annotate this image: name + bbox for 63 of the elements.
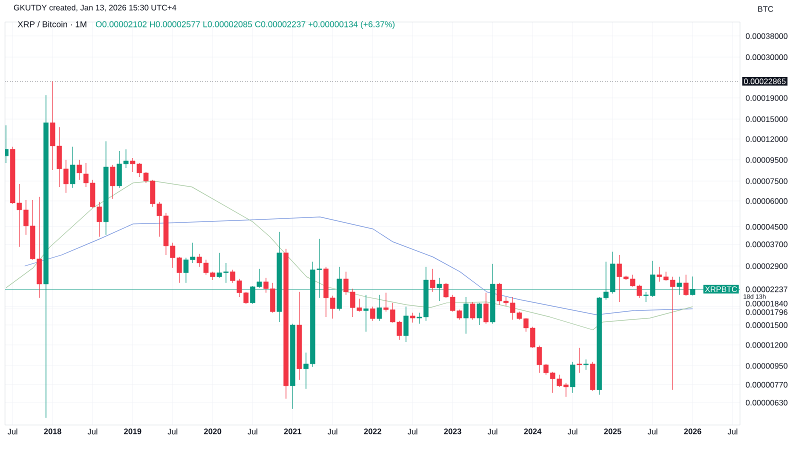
y-tick-label: 0.00002237	[746, 286, 788, 292]
y-tick-label: 0.00006000	[746, 198, 788, 204]
x-tick-label: Jul	[568, 428, 578, 434]
chart-title: XRP / Bitcoin · 1M	[18, 21, 86, 28]
ref-line-label: 0.00022865	[744, 78, 786, 84]
x-tick-label: Jul	[488, 428, 498, 434]
y-tick-label: 0.00001840	[746, 300, 788, 306]
line-series	[24, 216, 693, 316]
ref-line-label: XRPBTC	[705, 286, 737, 292]
candlestick	[583, 359, 589, 370]
y-tick-label: 0.00001796	[746, 309, 788, 315]
candlestick	[430, 268, 436, 292]
y-tick-label: 0.00019000	[746, 95, 788, 101]
y-tick-label: 0.00001200	[746, 342, 788, 348]
y-tick-label: 0.00000770	[746, 382, 788, 388]
candlestick	[376, 294, 382, 322]
y-tick-label: 0.00001500	[746, 322, 788, 328]
candlestick	[70, 146, 76, 188]
candlestick	[110, 164, 116, 200]
candlestick	[470, 302, 476, 320]
y-axis-title: BTC	[758, 6, 774, 12]
x-tick-label: Jul	[88, 428, 98, 434]
x-tick-label: 2026	[684, 428, 702, 434]
candlestick	[463, 296, 469, 334]
candlestick	[476, 302, 482, 326]
y-tick-label: 0.00007500	[746, 178, 788, 184]
x-tick-label: 2018	[44, 428, 62, 434]
chart-subtitle: O0.00002102 H0.00002577 L0.00002085 C0.00002237 +0.00000134 (+6.37%)	[96, 21, 395, 29]
y-tick-label: 0.00009500	[746, 157, 788, 163]
x-tick-label: Jul	[168, 428, 178, 434]
y-tick-label: 0.00002900	[746, 263, 788, 269]
candlestick	[410, 312, 416, 323]
x-tick-label: 2025	[604, 428, 622, 434]
y-tick-label: 0.00015000	[746, 116, 788, 122]
y-tick-label: 0.00004500	[746, 224, 788, 230]
y-tick-label: 0.00000630	[746, 400, 788, 406]
y-tick-label: 0.00003700	[746, 242, 788, 248]
y-tick-label: 0.00030000	[746, 54, 788, 60]
candlestick	[370, 306, 376, 322]
line-series	[6, 180, 693, 330]
x-tick-label: Jul	[248, 428, 258, 434]
candlestick	[76, 160, 82, 180]
x-tick-label: 2021	[284, 428, 302, 434]
x-tick-label: Jul	[648, 428, 658, 434]
candlestick	[570, 362, 576, 394]
x-tick-label: Jul	[328, 428, 338, 434]
x-tick-label: 2020	[204, 428, 222, 434]
text: GKUTDY created, Jan 13, 2026 15:30 UTC+4	[14, 4, 176, 12]
candlestick	[483, 292, 489, 324]
y-tick-label: 0.00000950	[746, 363, 788, 369]
candlestick	[363, 294, 369, 332]
x-tick-label: Jul	[8, 428, 18, 434]
x-tick-label: 2022	[364, 428, 382, 434]
y-tick-label: 0.00012000	[746, 136, 788, 142]
x-tick-label: 2023	[444, 428, 462, 434]
x-tick-label: Jul	[728, 428, 738, 434]
y-tick-label: 0.00038000	[746, 33, 788, 39]
x-tick-label: 2019	[124, 428, 142, 434]
candlestick	[683, 274, 689, 296]
x-tick-label: 2024	[524, 428, 542, 434]
candlestick	[576, 348, 582, 374]
candlestick	[403, 306, 409, 342]
x-tick-label: Jul	[408, 428, 418, 434]
